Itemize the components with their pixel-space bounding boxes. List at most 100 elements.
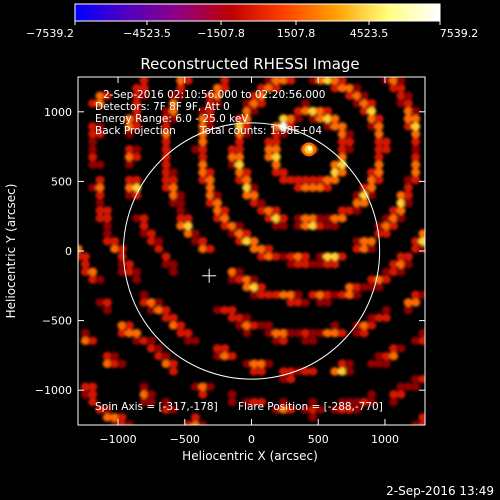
x-axis-label: Heliocentric X (arcsec) — [182, 449, 318, 463]
heatmap-blob — [403, 106, 413, 116]
heatmap-blob — [161, 122, 171, 131]
heatmap-blob — [286, 374, 296, 384]
heatmap-blob — [183, 328, 193, 338]
heatmap-blob — [411, 244, 421, 254]
heatmap-blob — [139, 336, 149, 345]
heatmap-blob — [256, 321, 267, 330]
heatmap-blob — [168, 267, 179, 277]
heatmap-blob — [322, 290, 333, 300]
heatmap-blob — [374, 351, 384, 361]
heatmap-blob — [80, 252, 90, 261]
heatmap-blob — [198, 168, 208, 177]
heatmap-blob — [315, 214, 325, 223]
heatmap-blob — [242, 122, 252, 131]
heatmap-blob — [315, 298, 325, 307]
heatmap-blob — [234, 152, 245, 162]
heatmap-blob — [227, 267, 237, 277]
heatmap-blob — [198, 382, 208, 391]
heatmap-blob — [227, 229, 237, 238]
heatmap-blob — [234, 122, 245, 131]
heatmap-blob — [337, 252, 347, 261]
heatmap-blob — [234, 221, 245, 231]
heatmap-blob — [293, 183, 303, 192]
heatmap-blob — [411, 106, 421, 116]
heatmap-blob — [220, 83, 230, 93]
heatmap-blob — [337, 290, 347, 300]
heatmap-blob — [352, 99, 362, 108]
heatmap-blob — [88, 137, 98, 146]
heatmap-blob — [132, 122, 142, 131]
heatmap-blob — [330, 77, 340, 85]
heatmap-blob — [352, 397, 362, 407]
heatmap-blob — [80, 260, 90, 269]
heatmap-blob — [161, 168, 171, 177]
heatmap-blob — [161, 106, 171, 116]
heatmap-blob — [352, 91, 362, 100]
heatmap-blob — [234, 137, 245, 146]
heatmap-blob — [403, 252, 413, 261]
heatmap-blob — [161, 405, 171, 414]
heatmap-blob — [256, 397, 267, 407]
solar-limb-circle — [122, 122, 381, 380]
heatmap-blob — [403, 260, 413, 269]
heatmap-blob — [168, 313, 179, 323]
heatmap-blob — [212, 305, 223, 315]
heatmap-blob — [132, 328, 142, 338]
heatmap-blob — [308, 114, 318, 123]
heatmap-blob — [330, 83, 340, 93]
heatmap-blob — [80, 328, 90, 338]
heatmap-blob — [396, 99, 406, 108]
heatmap-blob — [124, 152, 134, 162]
heatmap-blob — [161, 305, 171, 315]
heatmap-blob — [168, 99, 179, 108]
colorbar-tick-label: 7539.2 — [440, 27, 479, 40]
heatmap-blob — [337, 367, 347, 376]
heatmap-blob — [124, 129, 134, 139]
heatmap-blob — [359, 328, 369, 338]
heatmap-blob — [212, 351, 223, 361]
heatmap-blob — [117, 244, 127, 254]
heatmap-blob — [344, 405, 355, 414]
heatmap-blob — [337, 168, 347, 177]
heatmap-blob — [381, 275, 391, 284]
heatmap-blob — [367, 106, 377, 116]
heatmap-blob — [381, 305, 391, 315]
heatmap-blob — [367, 191, 377, 200]
y-tick-label: −500 — [42, 315, 72, 328]
heatmap-blob — [102, 413, 112, 422]
heatmap-blob — [411, 290, 421, 300]
heatmap-blob — [154, 237, 164, 246]
method-label: Back Projection — [95, 125, 176, 137]
heatmap-blob — [95, 183, 105, 192]
heatmap-blob — [256, 206, 267, 215]
heatmap-blob — [418, 413, 425, 422]
heatmap-blob — [102, 221, 112, 231]
heatmap-blob — [146, 305, 157, 315]
heatmap-blob — [352, 83, 362, 93]
heatmap-blob — [300, 367, 311, 376]
heatmap-blob — [249, 183, 259, 192]
heatmap-blob — [330, 122, 340, 131]
heatmap-blob — [198, 160, 208, 169]
heatmap-blob — [234, 168, 245, 177]
heatmap-blob — [110, 244, 120, 254]
heatmap-blob — [154, 305, 164, 315]
heatmap-blob — [102, 359, 112, 368]
heatmap-blob — [198, 390, 208, 399]
heatmap-blob — [271, 214, 281, 223]
heatmap-blob — [132, 83, 142, 93]
heatmap-blob — [381, 214, 391, 223]
colorbar — [75, 4, 440, 21]
heatmap-blob — [256, 83, 267, 93]
heatmap-blob — [367, 175, 377, 185]
heatmap-blob — [359, 99, 369, 108]
heatmap-blob — [403, 99, 413, 108]
heatmap-blob — [139, 229, 149, 238]
heatmap-blob — [271, 77, 281, 85]
time-range-label: 2-Sep-2016 02:10:56.000 to 02:20:56.000 — [103, 89, 325, 101]
heatmap-blob — [330, 175, 340, 185]
heatmap-blob — [88, 267, 98, 277]
heatmap-blob — [249, 198, 259, 208]
heatmap-blob — [132, 267, 142, 277]
heatmap-blob — [205, 382, 215, 391]
